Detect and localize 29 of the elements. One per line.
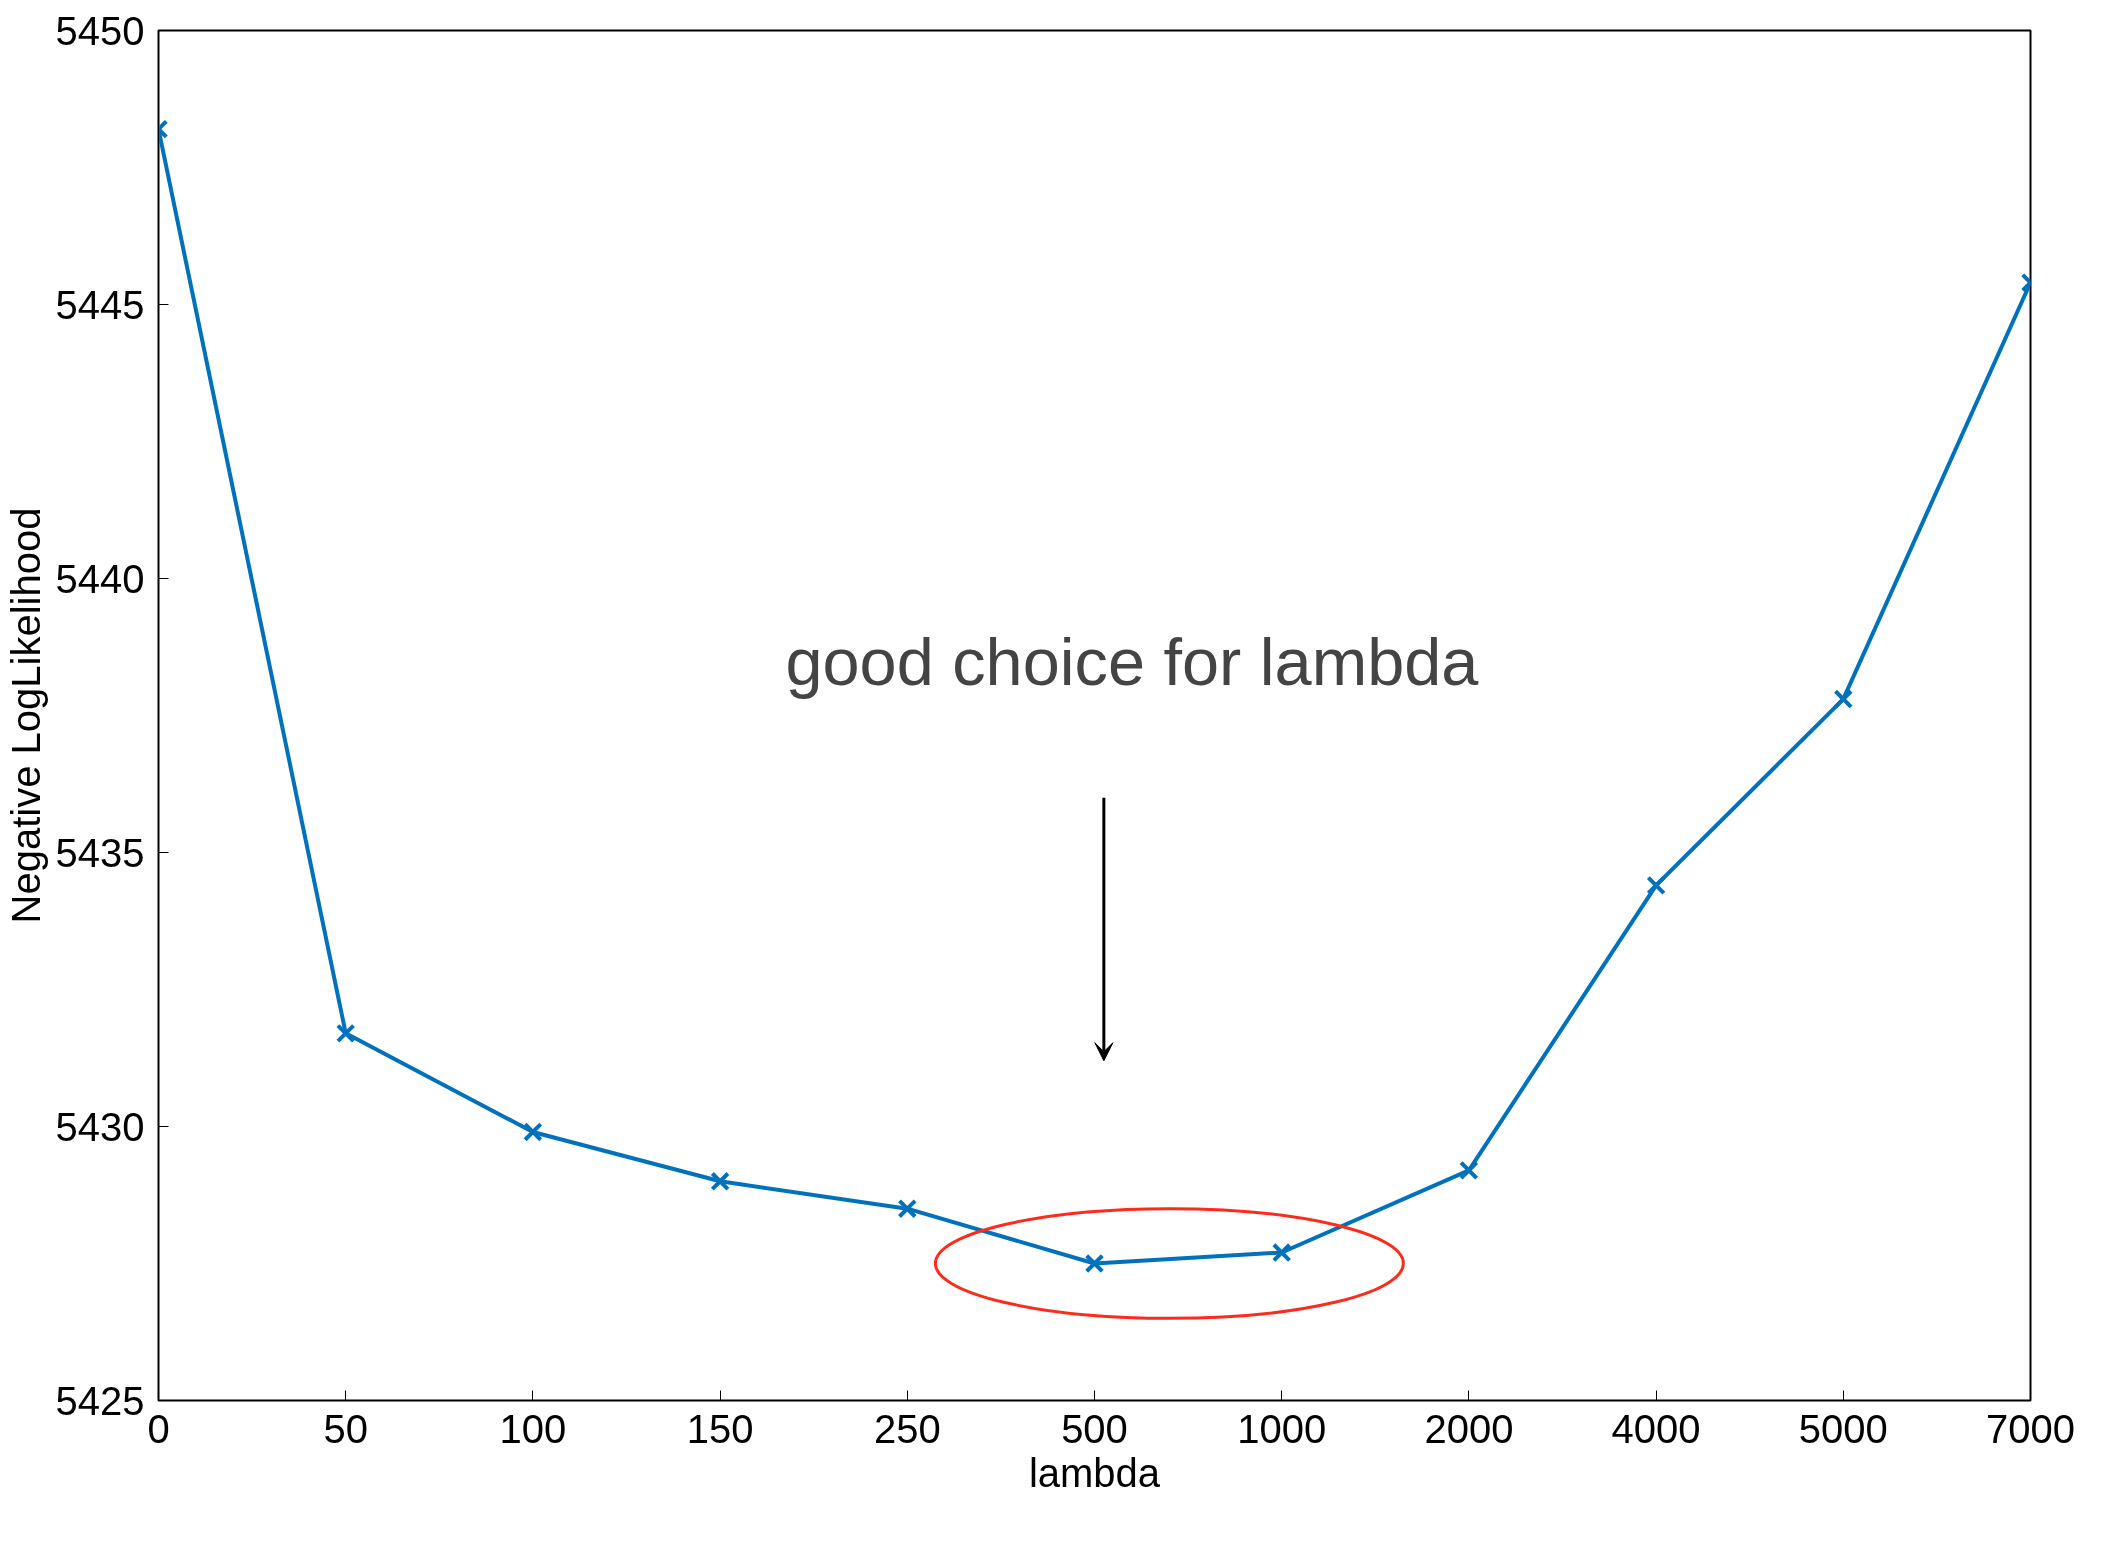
x-tick-label: 500 [1061,1406,1128,1451]
y-tick-label: 5440 [55,556,145,601]
x-tick-label: 250 [873,1406,941,1451]
x-tick-label: 100 [499,1406,567,1451]
point [1084,1253,1105,1274]
point [523,1122,543,1142]
x-tick-label: 50 [323,1406,368,1451]
x-tick-label: 1000 [1237,1406,1327,1451]
y-axis-title: Negative LogLikelihood [3,507,48,924]
y-tick-label: 5450 [55,8,145,53]
point [1646,875,1666,896]
y-tick-label: 5435 [55,830,145,875]
point [710,1171,730,1192]
point [335,1023,356,1044]
point [1833,689,1854,709]
x-axis-title: lambda [1028,1450,1161,1495]
x-tick-label: 5000 [1798,1406,1888,1451]
point [1459,1160,1479,1181]
y-tick-label: 5445 [55,282,145,327]
x-tick-label: 0 [147,1406,170,1451]
x-tick-label: 7000 [1986,1406,2075,1451]
point [897,1198,918,1219]
x-tick-label: 2000 [1424,1406,1514,1451]
x-tick-label: 150 [686,1406,754,1451]
point [1271,1242,1292,1263]
annotation: good choice for lambda [785,625,1480,700]
y-tick-label: 5425 [55,1378,145,1423]
x-tick-label: 4000 [1611,1406,1701,1451]
y-tick-label: 5430 [55,1104,145,1149]
